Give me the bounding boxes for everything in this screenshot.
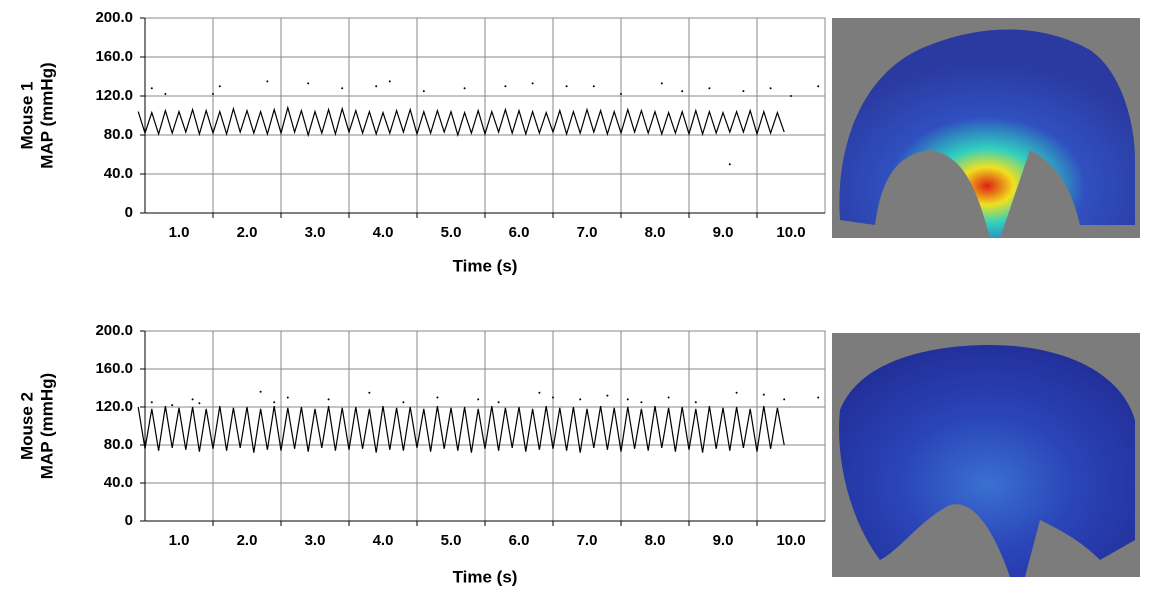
dot <box>626 398 629 401</box>
dot <box>660 82 663 85</box>
y-tick-label: 160.0 <box>95 360 133 377</box>
y-tick-label: 40.0 <box>104 165 133 182</box>
dot <box>790 95 792 97</box>
dot <box>728 163 731 166</box>
y-tick-label: 200.0 <box>95 9 133 26</box>
dot <box>708 87 711 90</box>
dot <box>327 398 330 401</box>
dot <box>463 87 466 90</box>
dot <box>552 396 554 399</box>
y-axis-label: MAP (mmHg) <box>37 373 56 479</box>
dot <box>667 396 670 399</box>
y-axis-label: Mouse 2 <box>17 392 36 460</box>
dot <box>579 398 582 401</box>
dot <box>164 93 167 96</box>
dot <box>198 402 201 405</box>
x-tick-label: 2.0 <box>237 532 258 549</box>
x-tick-label: 7.0 <box>577 532 598 549</box>
dot <box>592 85 595 88</box>
y-tick-label: 200.0 <box>95 322 133 339</box>
line <box>137 105 785 138</box>
dot <box>504 85 507 88</box>
dot <box>422 90 425 93</box>
dot <box>694 401 697 404</box>
dot <box>681 90 684 93</box>
x-tick-label: 10.0 <box>776 532 805 549</box>
heatmap-image-1 <box>832 18 1140 238</box>
dot <box>218 85 221 88</box>
dot <box>783 398 786 401</box>
x-tick-label: 2.0 <box>237 224 258 241</box>
x-tick-label: 9.0 <box>713 224 734 241</box>
y-tick-label: 0 <box>125 204 133 221</box>
dot <box>266 80 269 83</box>
x-axis-label: Time (s) <box>453 256 518 275</box>
dot <box>286 396 289 399</box>
dot <box>368 391 371 394</box>
x-tick-label: 8.0 <box>645 224 666 241</box>
y-tick-label: 120.0 <box>95 87 133 104</box>
x-tick-label: 8.0 <box>645 532 666 549</box>
y-tick-label: 80.0 <box>104 436 133 453</box>
dot <box>817 85 820 88</box>
dot <box>191 398 194 401</box>
heatmap-image-2 <box>832 333 1140 577</box>
dot <box>620 93 622 96</box>
dot <box>341 87 344 90</box>
x-tick-label: 9.0 <box>713 532 734 549</box>
dot <box>817 396 820 399</box>
x-tick-label: 3.0 <box>305 532 326 549</box>
dot <box>606 394 609 397</box>
x-tick-label: 4.0 <box>373 532 394 549</box>
dot <box>273 401 276 404</box>
dot <box>477 398 480 401</box>
dot <box>388 80 391 83</box>
x-axis-label: Time (s) <box>453 567 518 586</box>
x-tick-label: 3.0 <box>305 224 326 241</box>
y-tick-label: 0 <box>125 512 133 529</box>
y-tick-label: 160.0 <box>95 48 133 65</box>
x-tick-label: 5.0 <box>441 532 462 549</box>
dot <box>212 93 214 96</box>
x-tick-label: 1.0 <box>169 532 190 549</box>
dot <box>762 393 765 396</box>
dot <box>497 401 500 404</box>
y-tick-label: 120.0 <box>95 398 133 415</box>
dot <box>565 85 568 88</box>
x-tick-label: 4.0 <box>373 224 394 241</box>
x-tick-label: 10.0 <box>776 224 805 241</box>
x-tick-label: 5.0 <box>441 224 462 241</box>
dot <box>307 82 310 85</box>
dot <box>259 390 262 393</box>
dot <box>538 391 541 394</box>
dot <box>531 82 534 85</box>
x-tick-label: 1.0 <box>169 224 190 241</box>
x-tick-label: 6.0 <box>509 532 530 549</box>
dot <box>735 391 738 394</box>
dot <box>375 85 378 88</box>
line <box>137 406 785 453</box>
x-tick-label: 7.0 <box>577 224 598 241</box>
dot <box>640 401 643 404</box>
dot <box>150 87 153 90</box>
dot <box>402 401 405 404</box>
dot <box>171 404 174 407</box>
y-tick-label: 80.0 <box>104 126 133 143</box>
y-axis-label: Mouse 1 <box>17 81 36 149</box>
y-tick-label: 40.0 <box>104 474 133 491</box>
y-axis-label: MAP (mmHg) <box>37 62 56 168</box>
dot <box>769 87 772 90</box>
dot <box>742 90 745 93</box>
x-tick-label: 6.0 <box>509 224 530 241</box>
dot <box>436 396 439 399</box>
dot <box>150 401 153 404</box>
